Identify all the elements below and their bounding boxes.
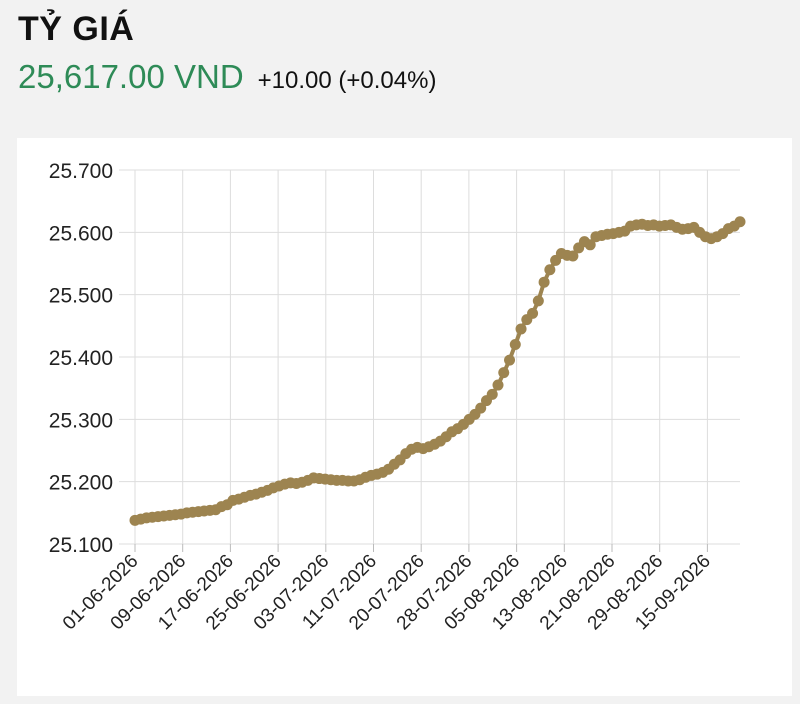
data-point xyxy=(486,388,498,400)
data-point xyxy=(584,239,596,251)
data-point xyxy=(475,402,487,414)
data-point xyxy=(538,276,550,288)
price-row: 25,617.00 VND +10.00 (+0.04%) xyxy=(18,58,436,96)
data-point xyxy=(527,307,539,319)
y-tick-label: 25.600 xyxy=(49,222,113,245)
data-point xyxy=(567,250,579,262)
x-axis-ticks: 01-06-202609-06-202617-06-202625-06-2026… xyxy=(59,551,715,635)
exchange-rate-chart: 25.100 25.200 25.300 25.400 25.500 25.600 25.7… xyxy=(49,160,746,635)
y-axis-ticks: 25.100 25.200 25.300 25.400 25.500 25.600 25.7… xyxy=(49,160,113,557)
current-rate: 25,617.00 VND xyxy=(18,58,244,95)
data-point xyxy=(532,295,544,307)
data-point xyxy=(734,216,746,228)
y-tick-label: 25.700 xyxy=(49,160,113,183)
data-point xyxy=(492,379,504,391)
chart-card: 25.100 25.200 25.300 25.400 25.500 25.600 25.7… xyxy=(17,138,792,696)
y-tick-label: 25.500 xyxy=(49,285,113,308)
y-tick-label: 25.100 xyxy=(49,534,113,557)
y-tick-label: 25.300 xyxy=(49,409,113,432)
page-title: TỶ GIÁ xyxy=(18,10,135,48)
y-tick-label: 25.200 xyxy=(49,472,113,495)
data-point xyxy=(544,264,556,276)
data-point xyxy=(515,323,527,335)
data-point xyxy=(498,367,510,379)
data-point xyxy=(509,339,521,351)
rate-change: +10.00 (+0.04%) xyxy=(257,67,437,94)
series-path xyxy=(134,220,742,523)
series-line xyxy=(129,216,746,526)
y-tick-label: 25.400 xyxy=(49,347,113,370)
data-point xyxy=(504,354,516,366)
